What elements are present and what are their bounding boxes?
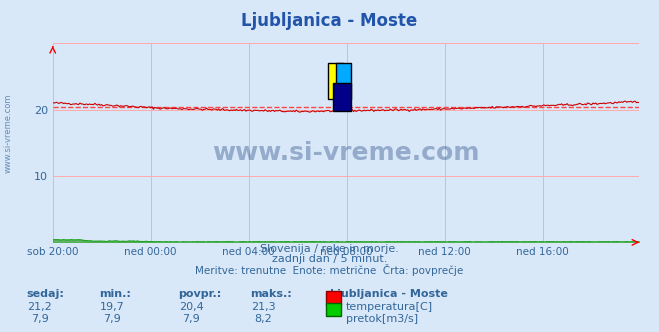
Text: Ljubljanica - Moste: Ljubljanica - Moste bbox=[241, 12, 418, 30]
Text: povpr.:: povpr.: bbox=[178, 289, 221, 299]
Text: 19,7: 19,7 bbox=[100, 302, 125, 312]
Text: 7,9: 7,9 bbox=[103, 314, 121, 324]
Text: sedaj:: sedaj: bbox=[26, 289, 64, 299]
Text: Meritve: trenutne  Enote: metrične  Črta: povprečje: Meritve: trenutne Enote: metrične Črta: … bbox=[195, 264, 464, 276]
Text: 20,4: 20,4 bbox=[179, 302, 204, 312]
Text: 21,2: 21,2 bbox=[27, 302, 52, 312]
Text: www.si-vreme.com: www.si-vreme.com bbox=[3, 93, 13, 173]
FancyBboxPatch shape bbox=[333, 83, 351, 111]
Text: temperatura[C]: temperatura[C] bbox=[346, 302, 433, 312]
Text: 7,9: 7,9 bbox=[31, 314, 48, 324]
Text: 8,2: 8,2 bbox=[255, 314, 272, 324]
FancyBboxPatch shape bbox=[336, 63, 351, 99]
Text: 21,3: 21,3 bbox=[251, 302, 276, 312]
FancyBboxPatch shape bbox=[328, 63, 343, 99]
Text: zadnji dan / 5 minut.: zadnji dan / 5 minut. bbox=[272, 254, 387, 264]
Text: 7,9: 7,9 bbox=[183, 314, 200, 324]
Text: Slovenija / reke in morje.: Slovenija / reke in morje. bbox=[260, 244, 399, 254]
Text: Ljubljanica - Moste: Ljubljanica - Moste bbox=[330, 289, 447, 299]
Text: www.si-vreme.com: www.si-vreme.com bbox=[212, 141, 480, 165]
Text: min.:: min.: bbox=[99, 289, 130, 299]
Text: pretok[m3/s]: pretok[m3/s] bbox=[346, 314, 418, 324]
Text: maks.:: maks.: bbox=[250, 289, 292, 299]
